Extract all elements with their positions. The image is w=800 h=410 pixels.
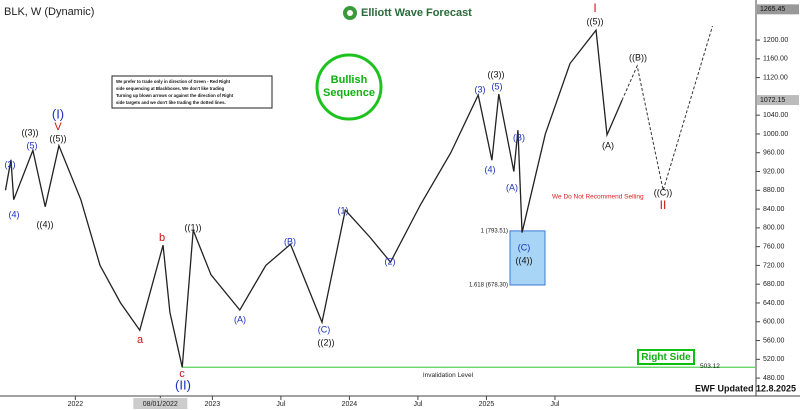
notice: side targets and we don't like trading t… [116,100,226,105]
y-tick-label: 1000.00 [763,131,788,138]
updated: EWF Updated 12.8.2025 [695,383,796,393]
y-tick-label: 960.00 [763,150,785,157]
wave-label: (3) [475,84,486,94]
wave-label: ((2)) [318,337,335,347]
wave-label: (4) [485,164,496,174]
wave-label: (1) [338,205,349,215]
y-tick-label: 640.00 [763,300,785,307]
notice-box [111,75,273,109]
notice: We prefer to trade only in direction of … [116,79,231,84]
invalidation-text: Invalidation Level [423,372,474,379]
wave-label: (B) [284,236,296,246]
x-tick-label: 2022 [68,401,84,408]
fib-label: 1.618 (678.30) [469,283,508,289]
x-tick-label: 2023 [205,401,221,408]
y-tick-label: 560.00 [763,337,785,344]
y-tick-label: 840.00 [763,206,785,213]
y-tick-label: 1040.00 [763,112,788,119]
wave-label: I [593,1,596,15]
y-tick-label: 720.00 [763,262,785,269]
wave-label: (5) [492,81,503,91]
wave-label: ((1)) [185,222,202,232]
y-tick-label: 920.00 [763,168,785,175]
x-tick-label: Jul [550,401,559,408]
fib-zone [509,230,546,286]
wave-label: (C) [318,324,331,334]
wave-label: ((C)) [654,187,673,197]
wave-label: (2) [385,256,396,266]
right-side: Right Side [641,352,691,363]
price-marker-label: 1072.15 [760,97,785,104]
logo: Elliott Wave Forecast [361,7,472,19]
y-tick-label: 760.00 [763,243,785,250]
right-side-box [637,349,695,365]
wave-label: ((3)) [22,127,39,137]
wave-label: (I) [52,106,64,121]
wave-label: (A) [506,182,518,192]
badge: Bullish [331,74,368,86]
y-tick-label: 680.00 [763,281,785,288]
badge-circle [315,53,383,121]
wave-label: b [159,232,165,244]
x-tick-label: Jul [413,401,422,408]
wave-label: ((4)) [37,219,54,229]
chart-title: BLK, W (Dynamic) [4,6,94,18]
wave-label: (B) [513,132,525,142]
y-tick-label: 600.00 [763,319,785,326]
crosshair-date-box [133,398,188,409]
wave-label: (5) [27,140,38,150]
price-marker [757,95,799,106]
y-tick-label: 480.00 [763,375,785,382]
wave-label: c [179,368,185,380]
fib-label: 1 (793.51) [481,228,508,234]
wave-label: ((5)) [50,133,67,143]
y-tick-label: 1200.00 [763,37,788,44]
x-tick-label: Jul [276,401,285,408]
x-tick-label: 2025 [479,401,495,408]
wave-label: ((5)) [587,16,604,26]
notice: Turning up blown arrows or against the d… [116,93,234,98]
wave-label: (4) [9,209,20,219]
wave-label: (A) [602,140,614,150]
wave-label: (A) [234,314,246,324]
wave-label: ((4)) [516,255,533,265]
wave-label: (3) [5,159,16,169]
wave-label: (II) [175,377,191,392]
y-tick-label: 1120.00 [763,74,788,81]
invalidation-value: 503.12 [700,363,720,370]
wave-label: (C) [518,242,531,252]
y-tick-label: 1160.00 [763,56,788,63]
x-tick-label: 2024 [342,401,358,408]
y-tick-label: 800.00 [763,225,785,232]
y-tick-label: 880.00 [763,187,785,194]
logo-icon-inner [347,10,353,16]
price-marker [757,4,799,15]
wave-label: a [137,334,144,346]
wave-label: ((3)) [488,69,505,79]
wave-label: II [660,198,667,212]
price-marker-label: 1265.45 [760,6,785,13]
projection-line [621,25,714,191]
notice: side sequencing at Blackboxes. We don't … [116,86,225,91]
price-line [4,28,623,368]
badge: Sequence [323,87,375,99]
x-tick-label: 08/01/2022 [143,401,178,408]
wave-label: V [54,121,62,133]
wave-label: ((B)) [629,52,647,62]
warning: We Do Not Recommend Selling [552,194,644,201]
y-tick-label: 520.00 [763,356,785,363]
